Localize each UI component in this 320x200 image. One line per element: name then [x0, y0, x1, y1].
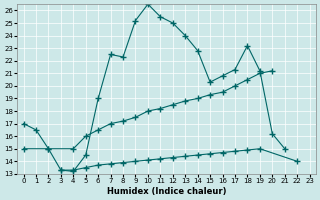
X-axis label: Humidex (Indice chaleur): Humidex (Indice chaleur) [107, 187, 226, 196]
